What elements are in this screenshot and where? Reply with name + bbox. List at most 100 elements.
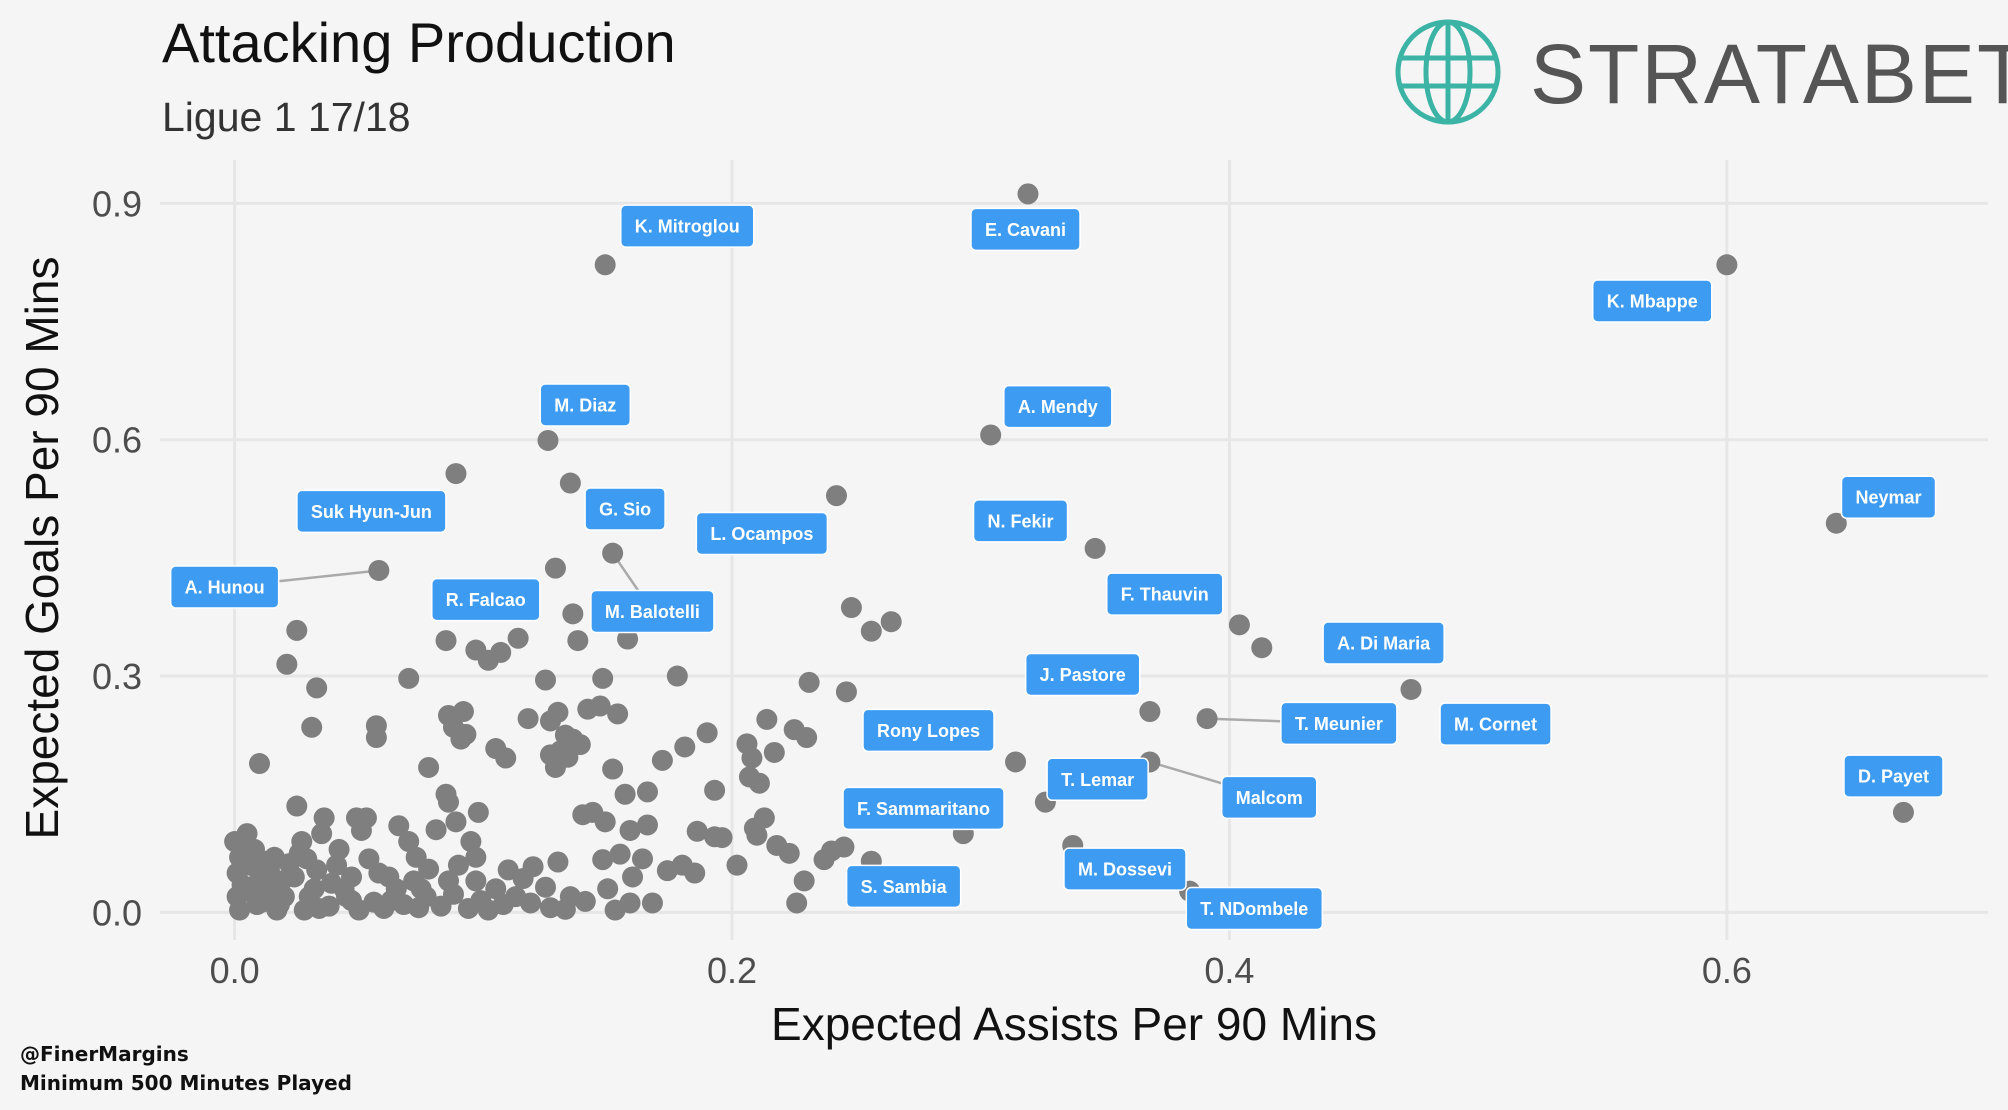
data-point [452, 701, 474, 723]
data-point [1400, 678, 1422, 700]
label-box [169, 565, 280, 609]
data-point [562, 603, 584, 625]
label-text: A. Hunou [185, 578, 265, 598]
globe-icon [1395, 19, 1501, 125]
data-point [336, 886, 358, 908]
label-box [1220, 775, 1318, 820]
label-box [1280, 701, 1398, 746]
data-point [495, 747, 517, 769]
data-point [321, 872, 343, 894]
data-point [425, 819, 447, 841]
data-point [636, 814, 658, 836]
data-point [636, 781, 658, 803]
label-box [862, 708, 995, 753]
stratabet-logo: STRATABET [1390, 14, 2008, 130]
data-point [490, 641, 512, 663]
data-point [286, 795, 308, 817]
logo-text: STRATABET [1530, 27, 2008, 121]
data-point [226, 862, 248, 884]
data-point [554, 898, 576, 920]
data-point [388, 815, 410, 837]
label-text: J. Pastore [1040, 665, 1126, 685]
label-text: E. Cavani [985, 220, 1066, 240]
player-label-a-mendy: A. Mendy [1003, 384, 1113, 429]
label-text: R. Falcao [446, 590, 526, 610]
label-box [970, 207, 1081, 252]
data-point [763, 741, 785, 763]
data-point [1084, 537, 1106, 559]
data-point [597, 878, 619, 900]
data-point [674, 736, 696, 758]
data-point [704, 779, 726, 801]
label-box [1063, 847, 1187, 891]
label-text: S. Sambia [861, 877, 948, 897]
data-point [517, 708, 539, 730]
player-label-l-ocampos: L. Ocampos [695, 511, 829, 556]
data-point [686, 820, 708, 842]
data-point [398, 831, 420, 853]
label-box [1185, 886, 1324, 931]
x-tick-labels: 0.0 0.2 0.4 0.6 [210, 950, 1752, 991]
player-label-g-sio: G. Sio [584, 487, 666, 531]
data-point [592, 849, 614, 871]
data-point [276, 653, 298, 675]
data-point [544, 756, 566, 778]
label-box [296, 489, 447, 534]
data-point [301, 716, 323, 738]
label-box [1322, 621, 1445, 665]
label-box [1106, 572, 1224, 616]
data-point [520, 892, 542, 914]
label-box [1591, 279, 1713, 323]
data-point [641, 892, 663, 914]
data-point [497, 859, 519, 881]
labeled-data-point [1196, 708, 1218, 730]
data-point [711, 827, 733, 849]
data-points [224, 183, 1914, 921]
player-labels: E. Cavani K. Mitroglou K. Mbappe A. Mendy M.… [169, 204, 1944, 931]
label-text: K. Mitroglou [635, 217, 740, 237]
label-text: L. Ocampos [710, 524, 813, 544]
data-point [622, 866, 644, 888]
labeled-data-point [1716, 254, 1738, 276]
data-point [741, 747, 763, 769]
labeled-data-point [1251, 637, 1273, 659]
label-text: M. Dossevi [1078, 860, 1172, 880]
player-label-f-thauvin: F. Thauvin [1106, 572, 1224, 616]
data-point [651, 749, 673, 771]
data-point [880, 611, 902, 633]
label-box [584, 487, 666, 531]
label-text: M. Diaz [554, 396, 616, 416]
data-point [224, 831, 246, 853]
label-text: T. Lemar [1061, 770, 1134, 790]
label-text: D. Payet [1858, 767, 1929, 787]
label-text: A. Mendy [1018, 397, 1098, 417]
data-point [592, 667, 614, 689]
player-label-suk-hyun-jun: Suk Hyun-Jun [296, 489, 447, 534]
data-point [833, 836, 855, 858]
data-point [666, 665, 688, 687]
label-box [845, 864, 962, 909]
data-point [813, 849, 835, 871]
player-label-k-mbappe: K. Mbappe [1591, 279, 1713, 323]
player-label-e-cavani: E. Cavani [970, 207, 1081, 252]
label-box [842, 786, 1005, 831]
chart-subtitle: Ligue 1 17/18 [162, 94, 411, 140]
data-point [348, 899, 370, 921]
data-point [840, 597, 862, 619]
data-point [756, 708, 778, 730]
data-point [435, 630, 457, 652]
data-point [403, 870, 425, 892]
label-box [539, 383, 632, 427]
player-label-r-falcao: R. Falcao [431, 577, 541, 622]
data-point [418, 756, 440, 778]
label-text: A. Di Maria [1337, 633, 1431, 653]
label-text: F. Thauvin [1121, 585, 1209, 605]
data-point [460, 831, 482, 853]
label-box [620, 204, 755, 248]
player-label-m-balotelli: M. Balotelli [590, 589, 715, 634]
label-box [1843, 754, 1944, 798]
y-tick-label: 0.6 [92, 420, 142, 461]
label-box [590, 589, 715, 634]
